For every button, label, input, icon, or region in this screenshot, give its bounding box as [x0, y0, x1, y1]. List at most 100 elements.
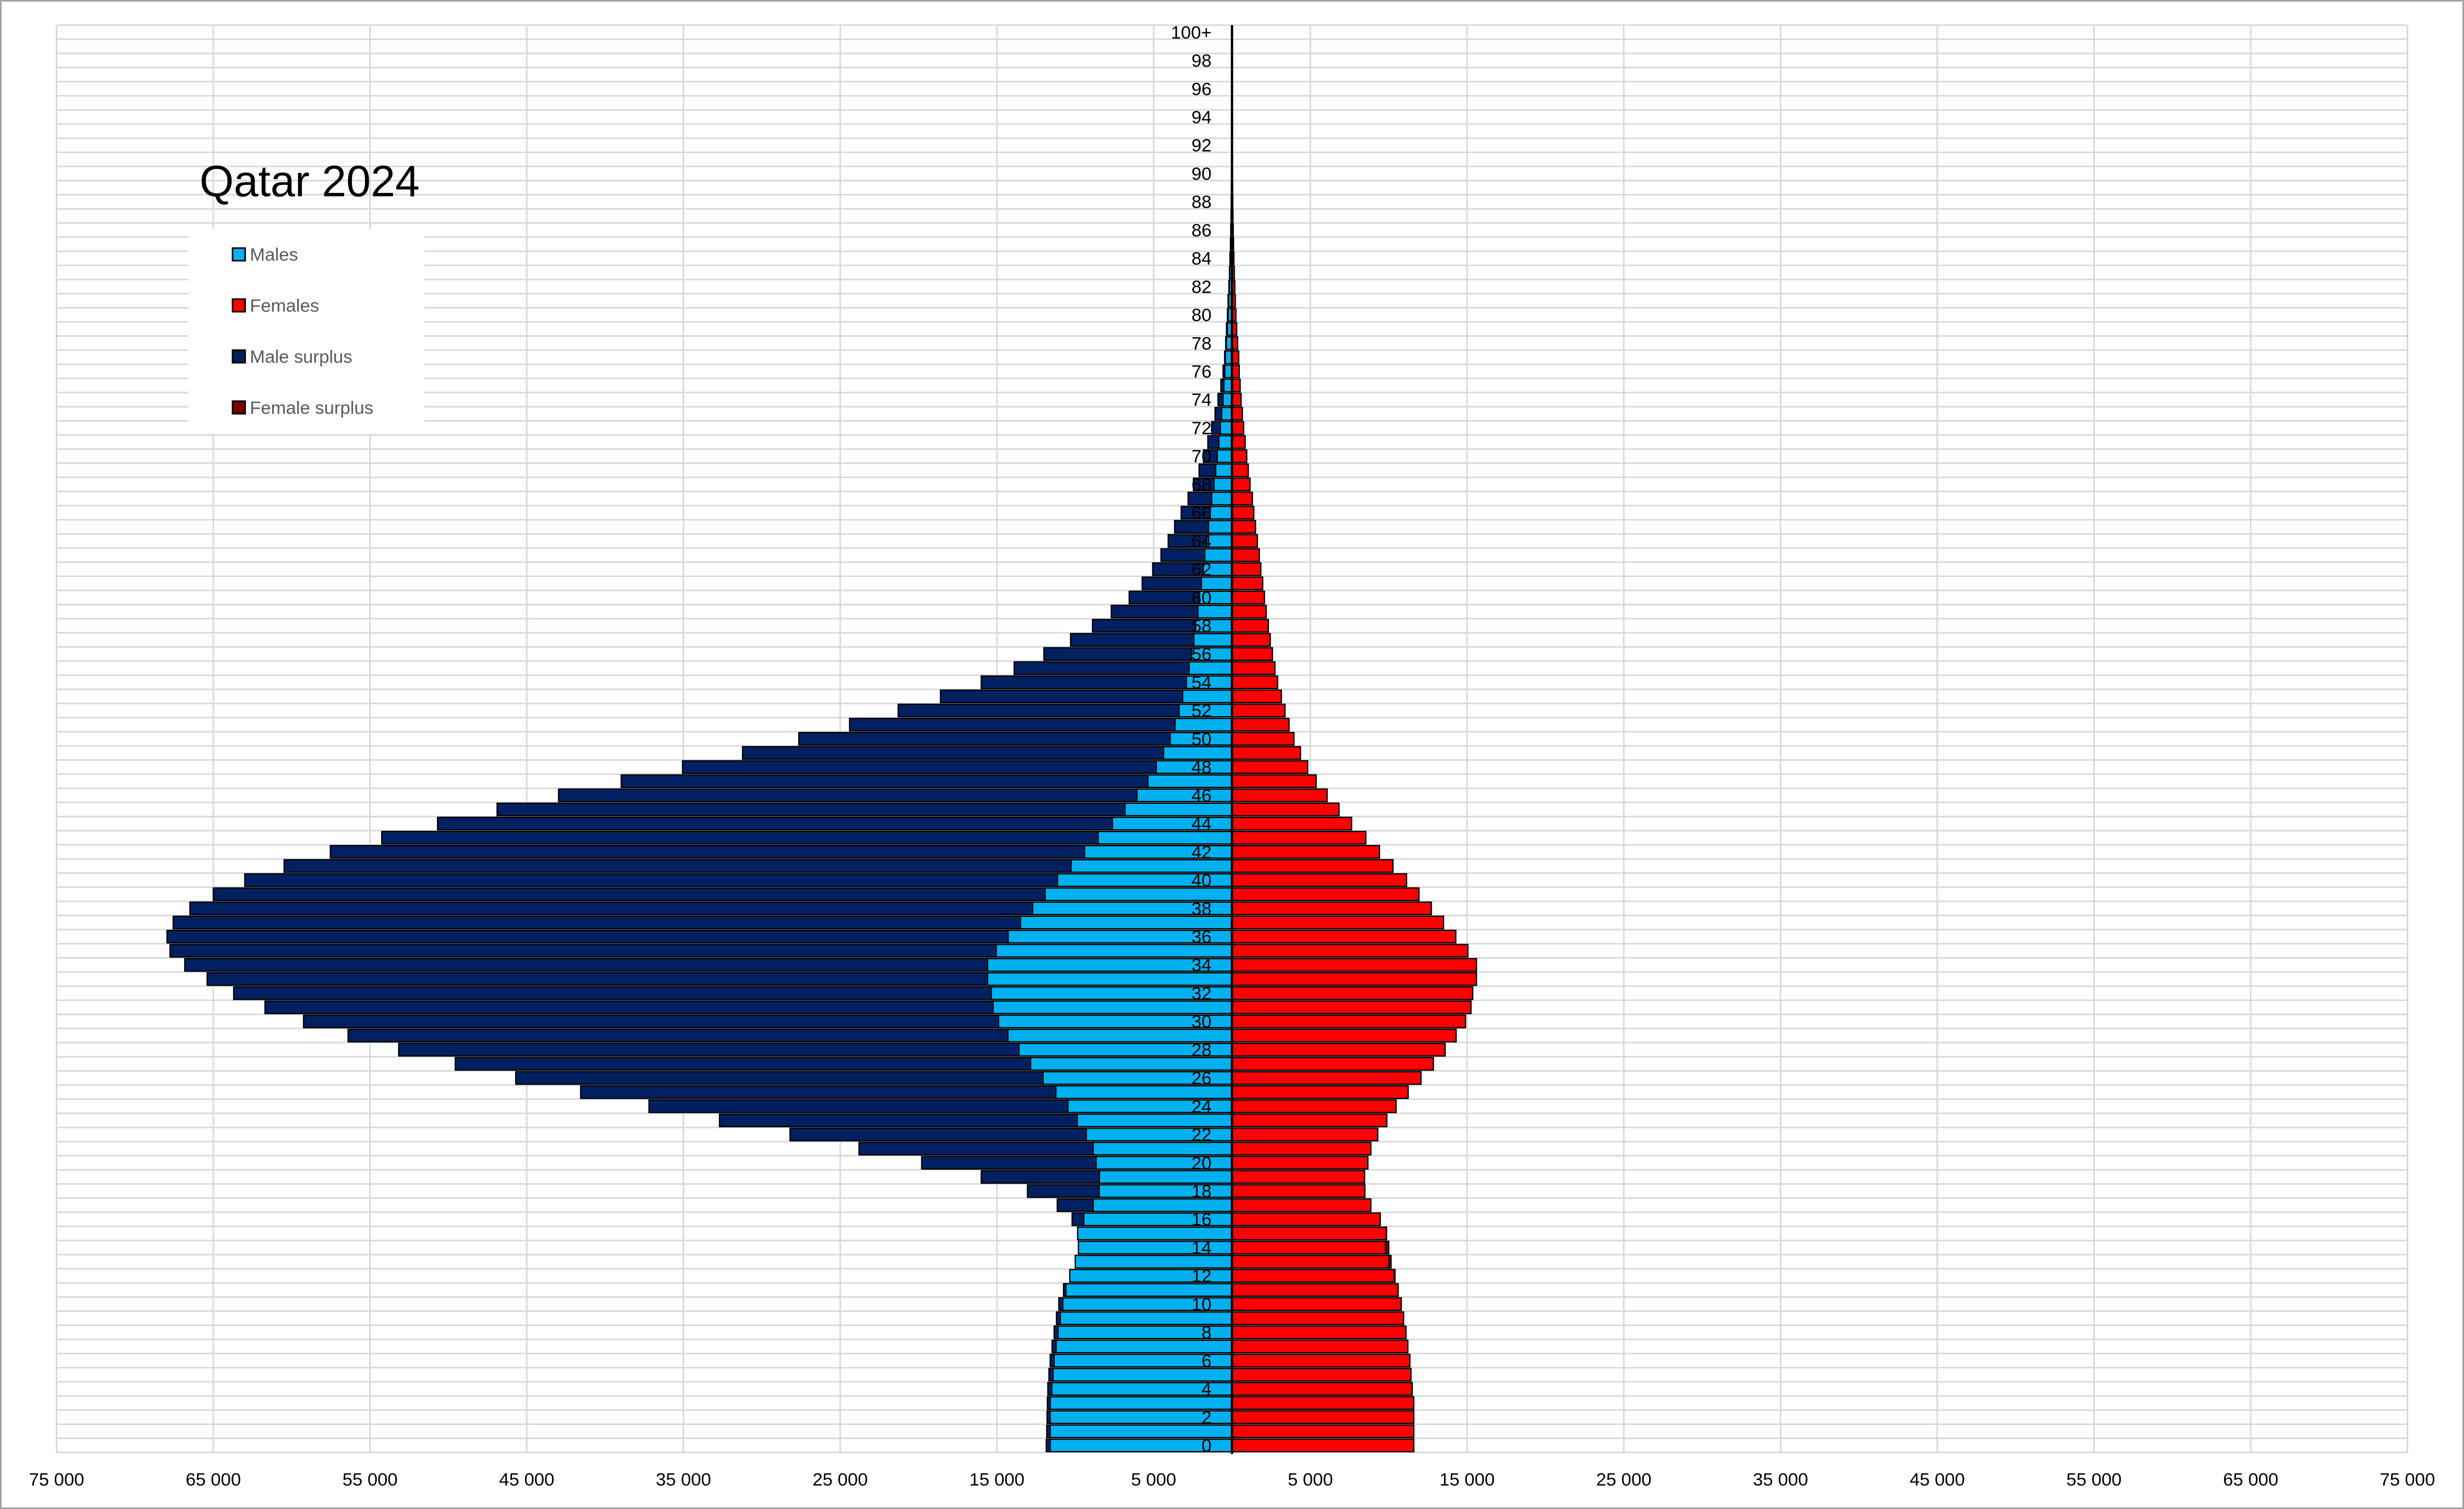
- male-surplus-bar-age-44: [437, 816, 1113, 831]
- male-bar-age-13: [1075, 1255, 1233, 1269]
- female-bar-age-36: [1231, 929, 1457, 944]
- female-bar-age-26: [1231, 1071, 1422, 1085]
- legend-label: Males: [250, 245, 298, 265]
- male-bar-age-74: [1222, 392, 1233, 407]
- female-bar-age-17: [1231, 1198, 1372, 1212]
- male-bar-age-8: [1057, 1325, 1233, 1340]
- male-bar-age-51: [1174, 718, 1233, 732]
- male-surplus-bar-age-70: [1203, 449, 1218, 463]
- female-bar-age-67: [1231, 492, 1253, 506]
- age-label: 8: [1202, 1323, 1212, 1343]
- male-surplus-bar-age-27: [455, 1057, 1031, 1071]
- male-surplus-bar-age-26: [515, 1071, 1044, 1085]
- male-bar-age-25: [1055, 1085, 1233, 1099]
- age-label: 46: [1191, 786, 1212, 806]
- x-tick-label: 15 000: [1440, 1470, 1495, 1490]
- male-bar-age-43: [1097, 830, 1233, 845]
- male-surplus-bar-age-54: [980, 675, 1187, 690]
- age-label: 80: [1191, 305, 1212, 325]
- female-bar-age-32: [1231, 986, 1473, 1000]
- age-label: 42: [1191, 842, 1212, 862]
- male-bar-age-57: [1193, 633, 1233, 647]
- female-bar-age-1: [1231, 1424, 1414, 1439]
- female-bar-age-62: [1231, 562, 1262, 576]
- female-bar-age-58: [1231, 619, 1269, 633]
- male-bar-age-45: [1124, 802, 1233, 817]
- age-label: 34: [1191, 955, 1212, 975]
- male-surplus-bar-age-59: [1111, 605, 1199, 619]
- female-bar-age-19: [1231, 1170, 1365, 1184]
- female-bar-age-21: [1231, 1142, 1372, 1156]
- female-bar-age-5: [1231, 1368, 1412, 1382]
- x-tick-label: 45 000: [499, 1470, 554, 1490]
- legend-swatch: [231, 247, 246, 262]
- female-bar-age-15: [1231, 1226, 1387, 1241]
- male-surplus-bar-age-65: [1174, 520, 1210, 534]
- male-bar-age-33: [986, 972, 1233, 986]
- male-bar-age-4: [1051, 1382, 1233, 1396]
- female-bar-age-14: [1231, 1241, 1386, 1255]
- female-bar-age-49: [1231, 746, 1301, 760]
- age-label: 26: [1191, 1069, 1212, 1088]
- male-surplus-bar-age-23: [718, 1113, 1078, 1127]
- female-bar-age-18: [1231, 1184, 1366, 1198]
- female-bar-age-31: [1231, 1000, 1472, 1014]
- age-label: 44: [1191, 814, 1212, 834]
- legend-swatch: [231, 400, 246, 415]
- legend-label: Female surplus: [250, 398, 373, 418]
- male-surplus-bar-age-9: [1056, 1311, 1062, 1326]
- male-bar-age-44: [1112, 816, 1233, 831]
- female-bar-age-37: [1231, 915, 1445, 930]
- female-bar-age-73: [1231, 407, 1243, 421]
- age-label: 32: [1191, 984, 1212, 1003]
- age-label: 86: [1191, 220, 1212, 240]
- male-surplus-bar-age-56: [1043, 647, 1192, 661]
- male-bar-age-24: [1067, 1099, 1233, 1113]
- female-bar-age-53: [1231, 689, 1282, 704]
- male-surplus-bar-age-2: [1046, 1410, 1051, 1425]
- female-bar-age-38: [1231, 901, 1432, 915]
- age-label: 48: [1191, 758, 1212, 778]
- age-label: 30: [1191, 1012, 1212, 1032]
- male-bar-age-70: [1216, 449, 1233, 463]
- male-bar-age-20: [1095, 1156, 1233, 1170]
- female-bar-age-40: [1231, 873, 1408, 887]
- age-label: 92: [1191, 136, 1212, 156]
- bars: [166, 25, 1478, 1453]
- male-surplus-bar-age-71: [1207, 435, 1219, 449]
- male-surplus-bar-age-73: [1214, 407, 1223, 421]
- x-tick-label: 65 000: [2223, 1470, 2278, 1490]
- female-bar-age-29: [1231, 1028, 1457, 1042]
- legend-item-male-surplus: Male surplus: [231, 347, 352, 367]
- male-surplus-bar-age-55: [1013, 661, 1190, 676]
- female-bar-age-55: [1231, 661, 1276, 676]
- male-surplus-bar-age-30: [303, 1014, 999, 1028]
- male-bar-age-67: [1211, 492, 1233, 506]
- male-surplus-bar-age-57: [1070, 633, 1194, 647]
- female-bar-age-27: [1231, 1057, 1434, 1071]
- male-surplus-bar-age-62: [1152, 562, 1204, 576]
- female-bar-age-28: [1231, 1042, 1446, 1057]
- male-surplus-bar-age-46: [558, 788, 1138, 803]
- male-surplus-bar-age-38: [189, 901, 1033, 915]
- age-label: 90: [1191, 164, 1212, 184]
- x-tick-label: 75 000: [29, 1470, 84, 1490]
- male-surplus-bar-age-33: [206, 972, 989, 986]
- male-surplus-bar-age-48: [681, 760, 1157, 774]
- age-label: 56: [1191, 645, 1212, 665]
- male-surplus-bar-age-16: [1071, 1212, 1084, 1226]
- female-bar-age-23: [1231, 1113, 1388, 1127]
- male-surplus-bar-age-79: [1226, 322, 1228, 336]
- age-label: 10: [1191, 1295, 1212, 1315]
- male-bar-age-0: [1050, 1438, 1233, 1453]
- male-surplus-bar-age-41: [283, 859, 1072, 873]
- legend: Males Females Male surplus Female surplus: [188, 229, 424, 434]
- female-bar-age-42: [1231, 845, 1381, 859]
- age-label: 88: [1191, 192, 1212, 212]
- male-surplus-bar-age-34: [184, 958, 989, 972]
- female-bar-age-25: [1231, 1085, 1409, 1099]
- male-surplus-bar-age-66: [1180, 506, 1211, 520]
- male-surplus-bar-age-80: [1227, 308, 1229, 322]
- age-label: 50: [1191, 729, 1212, 749]
- x-tick-label: 15 000: [969, 1470, 1024, 1490]
